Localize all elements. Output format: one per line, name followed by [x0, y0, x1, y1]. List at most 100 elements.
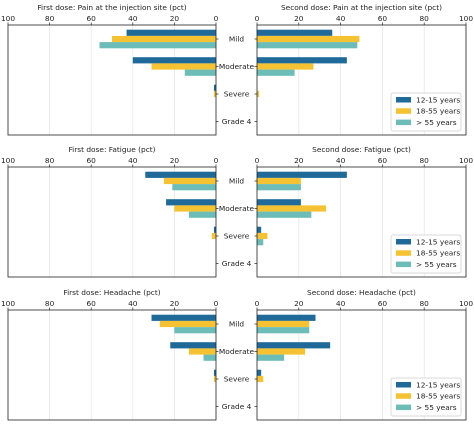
bar-second-dose	[257, 199, 301, 206]
bar-second-dose	[257, 369, 262, 376]
category-label: Grade 4	[222, 402, 252, 411]
legend-swatch	[396, 119, 411, 126]
x-tick-label: 20	[170, 14, 180, 23]
second-dose-title: Second dose: Fatigue (pct)	[312, 145, 411, 154]
x-tick-label: 0	[255, 14, 260, 23]
category-label: Moderate	[219, 347, 255, 356]
bar-second-dose	[257, 342, 331, 349]
x-tick-label: 20	[170, 299, 180, 308]
x-tick-label: 60	[86, 156, 96, 165]
x-tick-label: 20	[294, 299, 304, 308]
bar-second-dose	[257, 232, 268, 240]
x-tick-label: 40	[128, 14, 138, 23]
first-dose-title: First dose: Pain at the injection site (…	[37, 3, 186, 12]
bar-first-dose	[174, 327, 216, 334]
bar-second-dose	[257, 57, 347, 64]
bar-first-dose	[151, 314, 216, 321]
legend-label: 12-15 years	[416, 237, 460, 246]
bar-second-dose	[257, 69, 295, 76]
bar-first-dose	[112, 35, 216, 43]
axes-frame	[256, 309, 467, 421]
x-tick-label: 100	[1, 14, 15, 23]
x-tick-label: 60	[378, 156, 388, 165]
first-dose-title: First dose: Fatigue (pct)	[68, 145, 155, 154]
axes-frame	[7, 309, 217, 421]
bar-first-dose	[213, 226, 216, 233]
category-label: Moderate	[219, 62, 255, 71]
x-tick-label: 40	[336, 299, 346, 308]
bar-first-dose	[188, 211, 216, 218]
x-tick-label: 80	[419, 14, 429, 23]
bar-first-dose	[213, 375, 216, 383]
bar-first-dose	[211, 232, 216, 240]
x-tick-label: 20	[294, 156, 304, 165]
x-tick-label: 20	[170, 156, 180, 165]
bar-second-dose	[257, 320, 310, 328]
bar-second-dose	[257, 239, 264, 246]
category-label: Mild	[229, 177, 244, 186]
second-dose-title: Second dose: Headache (pct)	[307, 288, 416, 297]
second-dose-title: Second dose: Pain at the injection site …	[281, 3, 442, 12]
axes-frame	[7, 166, 217, 278]
x-tick-label: 0	[255, 299, 260, 308]
bar-second-dose	[257, 205, 326, 212]
legend-label: > 55 years	[416, 260, 457, 269]
bar-second-dose	[257, 177, 301, 185]
x-tick-label: 100	[1, 299, 15, 308]
axes-frame	[256, 166, 467, 278]
legend-swatch	[396, 382, 411, 388]
bar-first-dose	[213, 90, 216, 98]
x-tick-label: 0	[255, 156, 260, 165]
legend-label: > 55 years	[416, 403, 457, 412]
x-tick-label: 40	[128, 156, 138, 165]
x-tick-label: 80	[45, 14, 55, 23]
bar-first-dose	[174, 205, 216, 212]
x-tick-label: 60	[378, 299, 388, 308]
legend-label: 12-15 years	[416, 380, 460, 389]
axes-frame	[256, 24, 467, 136]
bar-first-dose	[164, 177, 216, 185]
category-label: Grade 4	[222, 259, 252, 268]
bar-second-dose	[257, 63, 314, 70]
bar-first-dose	[213, 369, 216, 376]
bar-first-dose	[170, 342, 216, 349]
legend-swatch	[396, 250, 411, 256]
category-label: Mild	[229, 35, 244, 44]
axes-frame	[7, 24, 217, 136]
x-tick-label: 60	[86, 299, 96, 308]
x-tick-label: 40	[128, 299, 138, 308]
x-tick-label: 40	[336, 156, 346, 165]
bar-first-dose	[166, 199, 216, 206]
bar-first-dose	[151, 63, 216, 70]
legend-label: 18-55 years	[416, 392, 460, 401]
bar-second-dose	[257, 90, 260, 98]
bar-first-dose	[172, 184, 216, 191]
legend-label: > 55 years	[416, 118, 457, 127]
legend-swatch	[396, 108, 411, 114]
bar-first-dose	[126, 29, 216, 36]
x-tick-label: 20	[294, 14, 304, 23]
bar-second-dose	[257, 375, 264, 383]
category-label: Severe	[224, 375, 250, 384]
bar-second-dose	[257, 348, 306, 355]
legend-swatch	[396, 239, 411, 245]
bar-first-dose	[188, 348, 216, 355]
bar-first-dose	[132, 57, 216, 64]
x-tick-label: 0	[214, 299, 219, 308]
legend-label: 18-55 years	[416, 249, 460, 258]
bar-first-dose	[145, 171, 216, 178]
x-tick-label: 80	[45, 299, 55, 308]
bar-second-dose	[257, 327, 310, 334]
x-tick-label: 100	[459, 156, 473, 165]
x-tick-label: 0	[214, 14, 219, 23]
category-label: Severe	[224, 90, 250, 99]
bar-first-dose	[99, 42, 216, 49]
first-dose-title: First dose: Headache (pct)	[63, 288, 160, 297]
bar-second-dose	[257, 226, 262, 233]
x-tick-label: 0	[214, 156, 219, 165]
legend-swatch	[396, 404, 411, 411]
legend-swatch	[396, 261, 411, 268]
x-tick-label: 80	[45, 156, 55, 165]
category-label: Mild	[229, 320, 244, 329]
